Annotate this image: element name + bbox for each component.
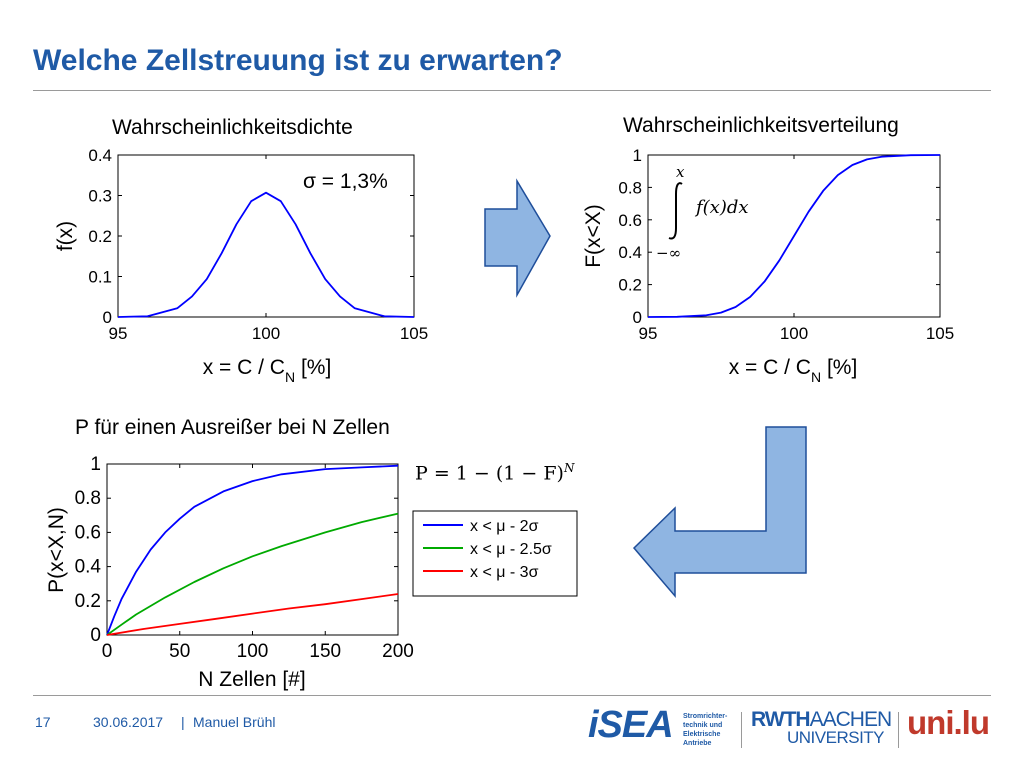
plot-title-outlier: P für einen Ausreißer bei N Zellen xyxy=(75,416,390,439)
series-line-1 xyxy=(647,154,941,318)
x-axis-label: x = C / CN [%] xyxy=(729,356,858,385)
logo-divider xyxy=(741,712,742,748)
y-tick-label: 0.2 xyxy=(88,227,112,246)
x-axis-label: N Zellen [#] xyxy=(198,668,305,691)
x-tick-label: 100 xyxy=(237,641,269,662)
y-tick-label: 0 xyxy=(103,308,112,327)
slide-title: Welche Zellstreuung ist zu erwarten? xyxy=(33,44,563,77)
series-line-3 xyxy=(106,593,399,636)
arrow-return-icon xyxy=(632,426,807,599)
rwth-logo-university: UNIVERSITY xyxy=(787,728,885,747)
rwth-logo-line-1: RWTHAACHEN xyxy=(751,708,893,732)
integral-upper-limit: x xyxy=(676,163,685,181)
x-tick-label: 95 xyxy=(639,324,658,343)
y-tick-label: 0.4 xyxy=(618,243,642,262)
y-tick-label: 0.4 xyxy=(75,557,102,578)
isea-caption-line-3: Elektrische xyxy=(683,731,721,738)
arrow-right-icon xyxy=(484,178,551,298)
y-tick-label: 1 xyxy=(90,454,101,475)
y-tick-label: 0 xyxy=(633,308,642,327)
isea-caption-line-1: Stromrichter- xyxy=(683,713,728,720)
x-axis-label: x = C / CN [%] xyxy=(203,356,332,385)
logo-divider-2 xyxy=(898,712,899,748)
y-tick-label: 0.4 xyxy=(88,146,112,165)
x-tick-label: 105 xyxy=(400,324,428,343)
integral-body: f(x)dx xyxy=(696,197,749,218)
page-number: 17 xyxy=(35,714,51,730)
plot-title-distribution: Wahrscheinlichkeitsverteilung xyxy=(623,114,899,137)
series-line-2 xyxy=(106,512,399,636)
outlier-formula-exponent: N xyxy=(563,461,575,475)
x-tick-label: 50 xyxy=(169,641,190,662)
y-tick-label: 0.2 xyxy=(75,591,101,612)
integral-sign-icon xyxy=(668,182,683,240)
y-axis-label: f(x) xyxy=(54,221,77,251)
y-tick-label: 0.3 xyxy=(88,187,112,206)
y-tick-label: 1 xyxy=(633,146,642,165)
footer-divider xyxy=(33,695,991,696)
y-axis-label: P(x<X,N) xyxy=(45,507,68,593)
y-tick-label: 0.6 xyxy=(75,522,101,543)
x-tick-label: 200 xyxy=(382,641,414,662)
x-tick-label: 0 xyxy=(102,641,113,662)
y-tick-label: 0.1 xyxy=(88,268,112,287)
rwth-logo-rwth: RWTH xyxy=(751,708,811,731)
y-tick-label: 0.8 xyxy=(75,488,101,509)
y-tick-label: 0.6 xyxy=(618,211,642,230)
plot-title-density: Wahrscheinlichkeitsdichte xyxy=(112,116,353,139)
x-tick-label: 100 xyxy=(780,324,808,343)
isea-caption-line-2: technik und xyxy=(683,722,723,729)
isea-logo-caption: Stromrichter- technik und Elektrische An… xyxy=(683,712,727,748)
outlier-formula: P = 1 − (1 − F)N xyxy=(415,461,574,484)
y-tick-label: 0.2 xyxy=(618,276,642,295)
integral-lower-limit: −∞ xyxy=(656,244,682,262)
x-tick-label: 95 xyxy=(109,324,128,343)
x-tick-label: 150 xyxy=(309,641,341,662)
uni-lu-logo: uni.lu xyxy=(907,704,990,741)
x-tick-label: 105 xyxy=(926,324,954,343)
footer-separator: | xyxy=(181,714,185,730)
series-line-1 xyxy=(117,191,415,318)
series-line-1 xyxy=(106,464,399,636)
footer-date: 30.06.2017 xyxy=(93,714,164,730)
isea-caption-line-4: Antriebe xyxy=(683,740,712,747)
title-divider xyxy=(33,90,991,91)
isea-logo-text: iSEA xyxy=(588,704,674,746)
outlier-formula-main: P = 1 − (1 − F) xyxy=(415,462,564,485)
y-tick-label: 0 xyxy=(90,625,101,646)
legend-label: x < μ - 2.5σ xyxy=(470,541,552,558)
sigma-annotation: σ = 1,3% xyxy=(303,170,388,193)
footer-author: Manuel Brühl xyxy=(193,714,276,730)
y-axis-label: F(x<X) xyxy=(582,204,605,268)
legend-label: x < μ - 2σ xyxy=(470,518,539,535)
rwth-logo-aachen: AACHEN xyxy=(809,708,893,731)
x-tick-label: 100 xyxy=(252,324,280,343)
legend-label: x < μ - 3σ xyxy=(470,564,539,581)
y-tick-label: 0.8 xyxy=(618,178,642,197)
